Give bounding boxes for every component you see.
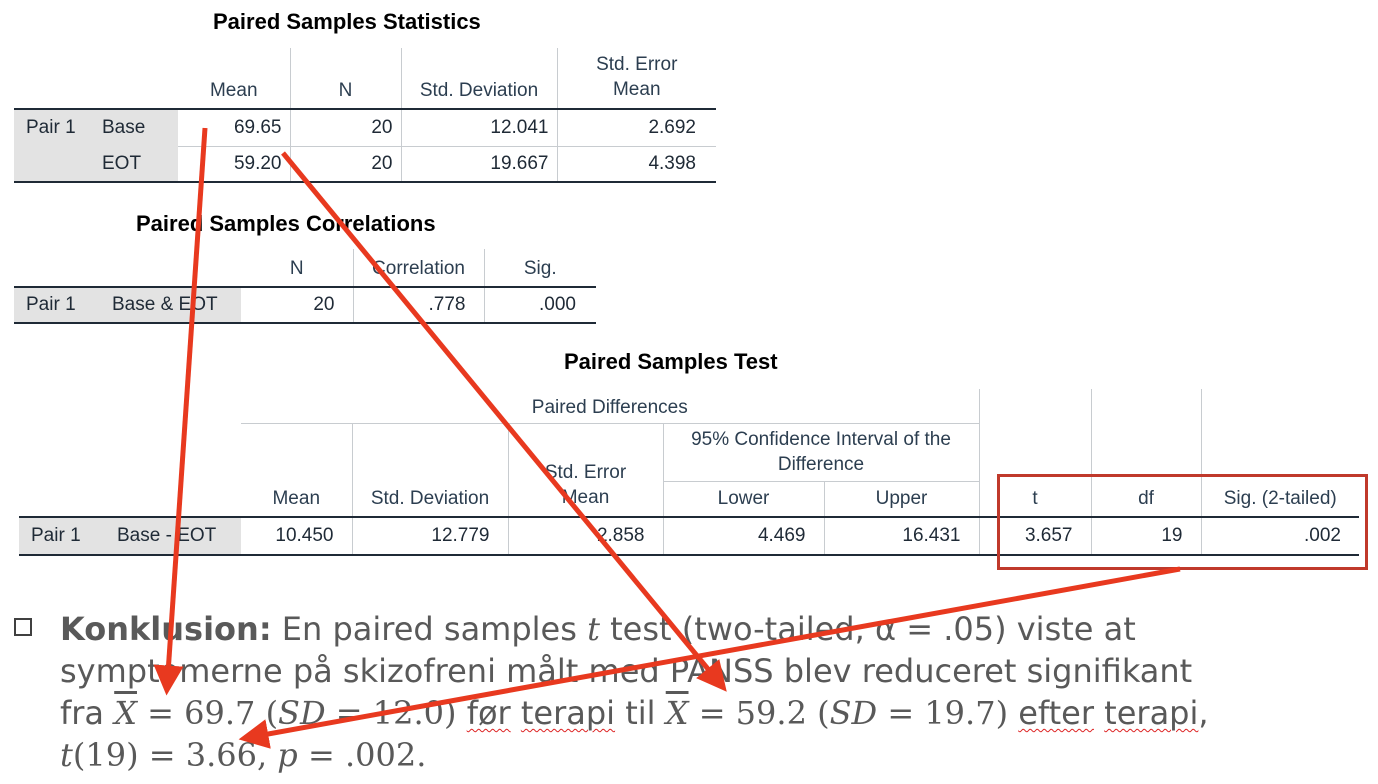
table-row: EOT 59.20 20 19.667 4.398 <box>14 146 716 183</box>
cell-df: 19 <box>1090 516 1201 556</box>
col-header-df: df <box>1090 481 1201 518</box>
math-sd: SD <box>278 694 326 732</box>
math-run: (19) = 3.66, <box>72 736 278 774</box>
table-row: Pair 1 Base & EOT 20 .778 .000 <box>14 286 596 324</box>
paired-samples-statistics-table: Mean N Std. Deviation Std. Error Mean Pa… <box>14 48 716 183</box>
math-t: t <box>587 610 600 648</box>
header-line: Mean <box>612 79 661 100</box>
pair-label: Pair 1 <box>14 108 94 146</box>
col-header-n: N <box>241 249 353 288</box>
cell-lower: 4.469 <box>662 516 824 556</box>
cell-mean: 10.450 <box>241 516 352 556</box>
cell-mean: 59.20 <box>178 146 290 183</box>
conclusion-text: Konklusion: En paired samples t test (tw… <box>60 608 1344 776</box>
math-run: = 59.2 ( <box>688 694 830 732</box>
conclusion-line: symptomerne på skizofreni målt med PANSS… <box>60 652 1193 690</box>
variable-label: Base & EOT <box>94 286 241 324</box>
conclusion-line: fra X = 69.7 (SD = 12.0) før terapi til … <box>60 692 1344 734</box>
corr-table-title: Paired Samples Correlations <box>136 211 436 236</box>
cell-n: 20 <box>289 108 401 147</box>
checkbox-bullet-icon <box>14 618 32 636</box>
math-run: = .002. <box>297 736 427 774</box>
header-line: 95% Confidence Interval of the <box>691 428 951 450</box>
math-sd: SD <box>829 694 878 732</box>
spellcheck-word: efter <box>1018 694 1094 732</box>
cell-upper: 16.431 <box>823 516 979 556</box>
conclusion-label: Konklusion: <box>60 610 272 648</box>
col-header-correlation: Correlation <box>352 249 484 288</box>
cell-n: 20 <box>241 286 353 324</box>
pair-label: Pair 1 <box>19 516 99 556</box>
col-header-mean: Mean <box>178 48 290 110</box>
spellcheck-word: terapi <box>520 694 616 732</box>
header-line: Mean <box>561 487 610 508</box>
variable-label: Base - EOT <box>99 516 241 556</box>
math-run: = 12.0) <box>325 694 457 732</box>
cell-sig: .002 <box>1200 516 1359 556</box>
pair-label: Pair 1 <box>14 286 94 324</box>
spellcheck-word: før <box>466 694 511 732</box>
col-header-std-error-mean: Std. Error Mean <box>507 423 663 518</box>
math-run: = 69.7 ( <box>136 694 279 732</box>
cell-sd: 12.041 <box>400 108 557 147</box>
cell-mean: 69.65 <box>178 108 290 147</box>
paired-samples-correlations-table: N Correlation Sig. Pair 1 Base & EOT 20 … <box>14 249 596 324</box>
col-header-upper: Upper <box>823 481 979 518</box>
col-header-std-error-mean: Std. Error Mean <box>556 48 716 110</box>
cell-se: 2.692 <box>556 108 716 147</box>
stats-table-title: Paired Samples Statistics <box>213 9 481 34</box>
col-header-n: N <box>289 48 401 110</box>
math-xbar: X <box>665 694 689 732</box>
header-line: Difference <box>777 453 865 475</box>
text-run: test (two-tailed, α = .05) viste at <box>599 610 1136 648</box>
highlight-box <box>997 474 1368 570</box>
col-header-std-deviation: Std. Deviation <box>400 48 557 110</box>
text-run: til <box>615 694 666 732</box>
cell-sd: 12.779 <box>351 516 508 556</box>
header-line: Std. Error <box>596 54 678 75</box>
variable-label: EOT <box>94 146 178 183</box>
header-line: Std. Error <box>544 462 627 483</box>
variable-label: Base <box>94 108 178 146</box>
math-xbar: X <box>114 694 137 732</box>
cell-n: 20 <box>289 146 401 183</box>
test-table-title: Paired Samples Test <box>564 349 778 374</box>
conclusion-line: t(19) = 3.66, p = .002. <box>60 734 1344 776</box>
cell-sig: .000 <box>483 286 596 324</box>
col-header-lower: Lower <box>662 481 824 518</box>
text-run <box>511 694 521 732</box>
text-run: , <box>1198 694 1209 732</box>
cell-correlation: .778 <box>352 286 484 324</box>
cell-se: 4.398 <box>556 146 716 183</box>
cell-sd: 19.667 <box>400 146 557 183</box>
conclusion-paragraph: Konklusion: En paired samples t test (tw… <box>14 608 1344 776</box>
math-p: p <box>277 736 298 774</box>
col-header-std-deviation: Std. Deviation <box>351 423 508 518</box>
table-row: Pair 1 Base 69.65 20 12.041 2.692 <box>14 108 716 147</box>
header-confidence-interval: 95% Confidence Interval of the Differenc… <box>662 423 979 482</box>
math-t: t <box>60 736 73 774</box>
math-run: = 19.7) <box>877 694 1019 732</box>
text-run <box>1094 694 1104 732</box>
cell-se: 2.858 <box>507 516 663 556</box>
col-header-sig: Sig. <box>483 249 596 288</box>
conclusion-line: Konklusion: En paired samples t test (tw… <box>60 608 1344 650</box>
col-header-mean: Mean <box>241 423 352 518</box>
text-run: fra <box>60 694 115 732</box>
spellcheck-word: terapi <box>1104 694 1199 732</box>
header-paired-differences: Paired Differences <box>241 389 979 424</box>
text-run: En paired samples <box>281 610 588 648</box>
